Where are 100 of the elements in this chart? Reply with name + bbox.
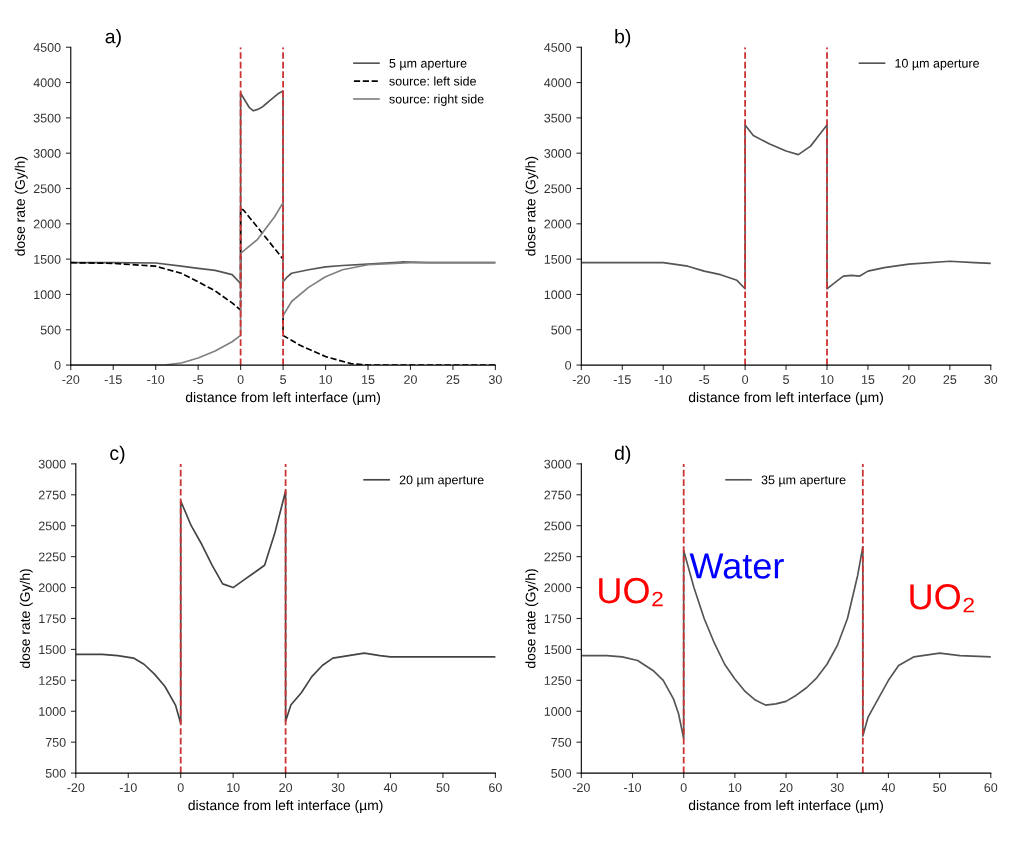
y-tick-label: 2500 (38, 521, 66, 531)
x-tick-label: 0 (680, 783, 687, 792)
y-tick-label: 3000 (33, 148, 61, 158)
x-tick-label: 50 (933, 783, 947, 792)
x-tick-label: -20 (572, 783, 590, 792)
chart-title: c) (110, 445, 125, 464)
annotation: UO₂ (910, 584, 974, 613)
x-axis-title: distance from left interface (µm) (688, 392, 883, 405)
y-axis-title: dose rate (Gy/h) (14, 156, 28, 256)
x-tick-label: -10 (147, 375, 165, 384)
y-tick-label: 4000 (544, 78, 572, 88)
y-tick-label: 1750 (544, 614, 572, 624)
annotation: Water (689, 553, 784, 579)
y-tick-label: 1000 (39, 707, 66, 716)
x-tick-label: 15 (362, 375, 375, 384)
x-tick-label: 30 (830, 783, 844, 792)
x-tick-label: -15 (104, 375, 122, 384)
x-tick-label: 60 (489, 783, 502, 792)
y-tick-label: 500 (551, 325, 572, 335)
x-tick-label: 5 (783, 375, 789, 384)
chart-title: a) (105, 29, 121, 48)
x-tick-label: 0 (177, 783, 184, 792)
y-tick-label: 2250 (544, 552, 572, 562)
y-tick-label: 750 (45, 737, 66, 747)
x-tick-label: 15 (861, 375, 875, 384)
y-tick-label: 750 (551, 737, 572, 747)
y-tick-label: 4500 (33, 43, 61, 52)
y-tick-label: 2750 (544, 490, 572, 500)
x-tick-label: 40 (881, 783, 895, 792)
y-tick-label: 1000 (544, 290, 572, 300)
y-tick-label: 1250 (544, 676, 572, 685)
legend-label: 20 µm aperture (399, 475, 484, 487)
y-tick-label: 3000 (544, 148, 572, 158)
y-axis-title: dose rate (Gy/h) (19, 569, 33, 669)
y-tick-label: 1500 (544, 254, 572, 264)
line-series (75, 490, 496, 725)
y-tick-label: 500 (45, 768, 66, 778)
y-tick-label: 2500 (544, 521, 572, 531)
y-tick-label: 2000 (33, 219, 61, 229)
y-tick-label: 1250 (39, 676, 66, 685)
y-tick-label: 3500 (33, 113, 61, 123)
legend-label: 10 µm aperture (895, 58, 979, 71)
y-tick-label: 0 (54, 360, 61, 370)
x-tick-label: 10 (728, 783, 742, 792)
y-tick-label: 2000 (544, 219, 572, 229)
y-tick-label: 1500 (34, 254, 61, 264)
y-tick-label: 3000 (544, 459, 572, 469)
x-tick-label: 25 (446, 375, 460, 384)
x-tick-label: 30 (331, 783, 345, 792)
x-tick-label: 20 (404, 375, 417, 384)
y-tick-label: 0 (565, 360, 572, 370)
y-tick-label: 500 (551, 768, 572, 778)
x-tick-label: 10 (227, 783, 240, 792)
x-tick-label: -10 (119, 783, 137, 792)
y-tick-label: 3000 (38, 459, 66, 469)
x-tick-label: 0 (742, 375, 749, 384)
x-tick-label: -5 (193, 375, 204, 384)
y-tick-label: 2000 (38, 583, 66, 593)
x-tick-label: -20 (572, 375, 590, 384)
y-tick-label: 500 (40, 325, 61, 335)
x-tick-label: -15 (613, 375, 631, 384)
x-tick-label: 20 (902, 375, 916, 384)
x-tick-label: 25 (943, 375, 957, 384)
y-tick-label: 2750 (38, 490, 66, 500)
chart-title: b) (615, 29, 631, 48)
legend-label: 5 µm aperture (389, 58, 467, 71)
y-tick-label: 3500 (544, 113, 572, 123)
x-tick-label: 10 (319, 375, 333, 384)
x-tick-label: 20 (779, 783, 793, 792)
x-tick-label: -5 (699, 375, 710, 384)
chart-title: d) (614, 445, 631, 464)
x-tick-label: 30 (488, 375, 502, 384)
y-tick-label: 1000 (34, 290, 61, 300)
x-axis-title: distance from left interface (µm) (185, 392, 381, 405)
legend-label: source: right side (389, 94, 484, 106)
y-axis-title: dose rate (Gy/h) (525, 156, 539, 256)
x-axis-title: distance from left interface (µm) (688, 800, 883, 813)
x-tick-label: 10 (821, 375, 834, 384)
legend-label: source: left side (389, 76, 476, 86)
y-tick-label: 2500 (544, 184, 572, 194)
x-tick-label: -10 (654, 375, 672, 384)
y-tick-label: 2000 (544, 583, 572, 593)
y-tick-label: 1500 (544, 645, 572, 655)
x-tick-label: 60 (984, 783, 998, 792)
y-axis-title: dose rate (Gy/h) (525, 569, 539, 669)
y-tick-label: 1500 (39, 645, 66, 655)
y-tick-label: 1000 (544, 707, 572, 716)
x-tick-label: -10 (624, 783, 642, 792)
x-tick-label: 50 (436, 783, 450, 792)
y-tick-label: 2500 (33, 184, 61, 194)
annotation: UO₂ (599, 577, 663, 607)
x-tick-label: 30 (984, 375, 998, 384)
y-tick-label: 4500 (544, 43, 572, 52)
x-tick-label: 5 (280, 375, 287, 384)
x-tick-label: -20 (67, 783, 85, 792)
x-axis-title: distance from left interface (µm) (188, 800, 383, 813)
x-tick-label: -20 (62, 375, 80, 384)
y-tick-label: 2250 (38, 552, 66, 562)
x-tick-label: 20 (279, 783, 293, 792)
y-tick-label: 1750 (39, 614, 66, 624)
